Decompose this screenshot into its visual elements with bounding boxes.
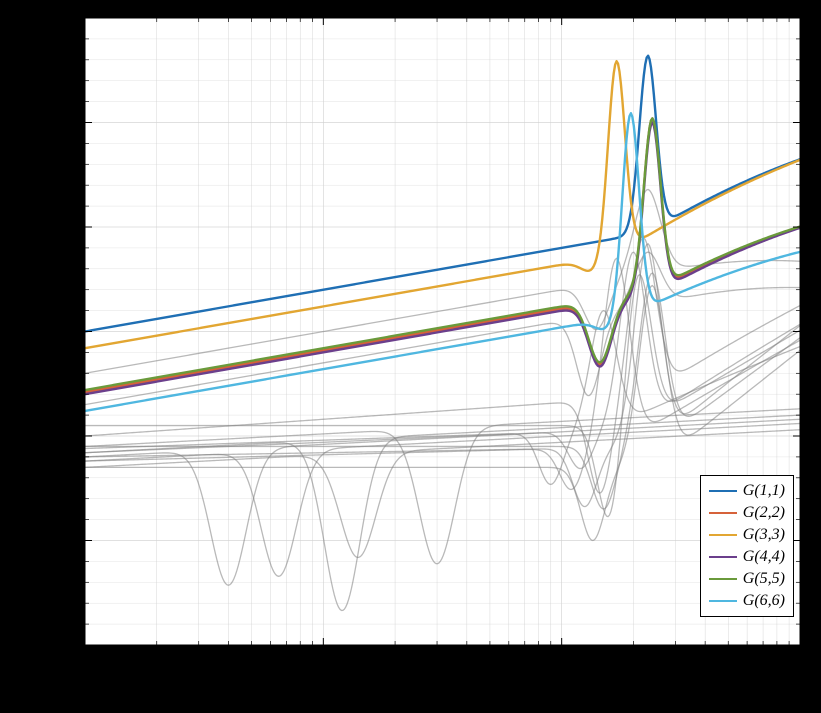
legend-swatch [709, 490, 737, 493]
legend: G(1,1) G(2,2) G(3,3) G(4,4) G(5,5) G(6,6) [700, 475, 794, 617]
legend-item: G(1,1) [709, 480, 785, 502]
chart-container: G(1,1) G(2,2) G(3,3) G(4,4) G(5,5) G(6,6) [0, 0, 821, 713]
legend-swatch [709, 578, 737, 581]
legend-item: G(2,2) [709, 502, 785, 524]
legend-item: G(3,3) [709, 524, 785, 546]
legend-label: G(2,2) [743, 504, 785, 522]
legend-swatch [709, 512, 737, 515]
bode-chart [0, 0, 821, 713]
legend-swatch [709, 556, 737, 559]
legend-label: G(5,5) [743, 570, 785, 588]
legend-label: G(4,4) [743, 548, 785, 566]
legend-label: G(1,1) [743, 482, 785, 500]
legend-label: G(3,3) [743, 526, 785, 544]
legend-swatch [709, 534, 737, 537]
legend-item: G(6,6) [709, 590, 785, 612]
legend-label: G(6,6) [743, 592, 785, 610]
legend-item: G(5,5) [709, 568, 785, 590]
legend-swatch [709, 600, 737, 603]
legend-item: G(4,4) [709, 546, 785, 568]
